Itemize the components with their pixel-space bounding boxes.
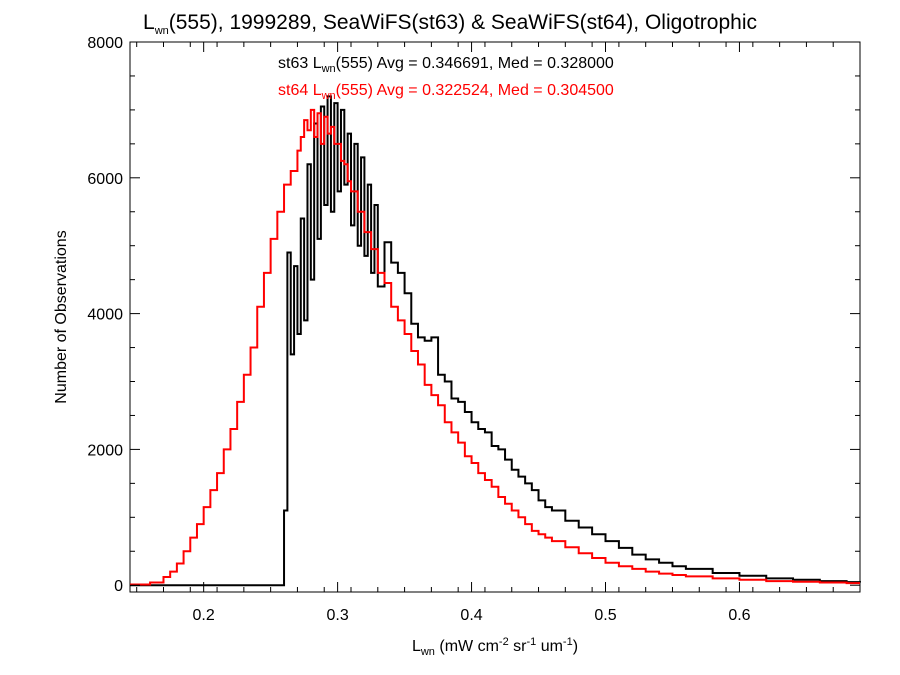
x-tick-label: 0.2 [193,607,215,624]
stat-annotation-st63: st63 Lwn(555) Avg = 0.346691, Med = 0.32… [278,55,614,75]
series-line-st63 [130,95,861,587]
stat-annotation-st64: st64 Lwn(555) Avg = 0.322524, Med = 0.30… [278,82,614,102]
x-axis-label: Lwn (mW cm-2 sr-1 um-1) [412,636,578,658]
series-layer [130,95,861,587]
y-tick-label: 0 [114,578,123,595]
y-tick-label: 6000 [87,171,123,188]
y-tick-label: 2000 [87,442,123,459]
plot-frame [129,41,861,593]
series-line-st64 [130,108,860,586]
y-axis-label: Number of Observations [53,230,70,403]
chart-title-subscript: wn [154,25,169,37]
y-tick-label: 8000 [87,35,123,52]
tick-layer: 0.2 0.3 0.4 0.5 0.6 0 2000 4000 6000 8000 [87,35,860,624]
y-tick-label: 4000 [87,307,123,324]
x-tick-label: 0.6 [728,607,750,624]
x-tick-label: 0.4 [460,607,482,624]
x-tick-label: 0.5 [594,607,616,624]
chart-title: Lwn(555), 1999289, SeaWiFS(st63) & SeaWi… [143,11,757,37]
x-tick-label: 0.3 [326,607,348,624]
